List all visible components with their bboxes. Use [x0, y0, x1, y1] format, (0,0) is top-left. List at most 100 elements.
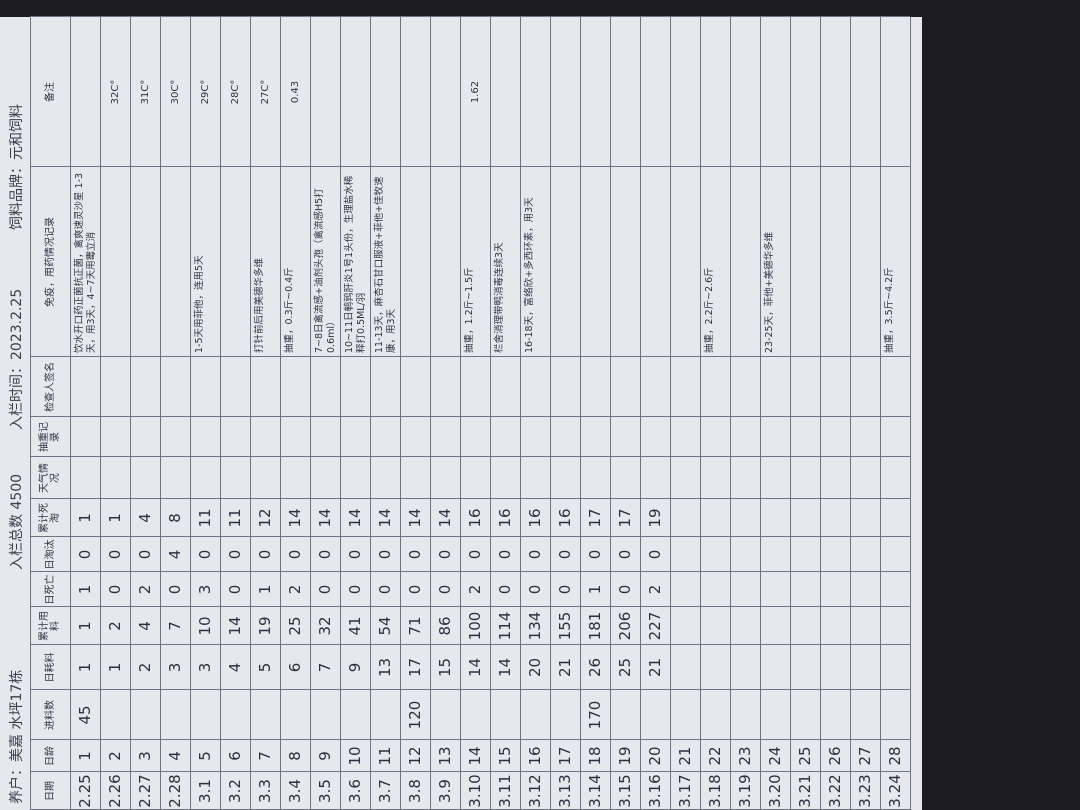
deaths-cell: 0 [526, 584, 544, 595]
culls-cell: 0 [286, 549, 304, 560]
age-cell: 11 [376, 746, 394, 766]
total-loss-cell: 14 [406, 508, 424, 528]
column-line [30, 456, 910, 457]
age-cell: 20 [646, 746, 664, 766]
age-cell: 6 [226, 751, 244, 761]
row-line [730, 17, 731, 810]
age-cell: 27 [856, 746, 874, 766]
date-cell: 3.16 [646, 774, 664, 808]
column-header: 累计用料 [39, 611, 61, 641]
row-line [310, 17, 311, 810]
total-feed-cell: 1 [76, 621, 94, 631]
column-header: 日耗料 [44, 652, 56, 683]
total-loss-cell: 11 [226, 508, 244, 528]
total-feed-cell: 7 [166, 621, 184, 631]
daily-feed-cell: 26 [586, 657, 604, 678]
age-cell: 1 [76, 751, 94, 761]
age-cell: 2 [106, 751, 124, 761]
total-loss-cell: 14 [436, 508, 454, 528]
age-cell: 17 [556, 746, 574, 766]
age-cell: 25 [796, 746, 814, 766]
daily-feed-cell: 3 [196, 662, 214, 673]
row-line [850, 17, 851, 810]
total-feed-cell: 227 [646, 611, 664, 641]
total-loss-cell: 1 [76, 513, 94, 523]
culls-cell: 0 [526, 549, 544, 560]
age-cell: 12 [406, 746, 424, 766]
age-cell: 13 [436, 746, 454, 766]
row-line [370, 17, 371, 810]
total-feed-cell: 86 [436, 616, 454, 636]
date-cell: 3.23 [856, 774, 874, 808]
feed-brand: 饲料品牌：元和饲料 [9, 104, 25, 230]
remark-cell: 29C° [199, 79, 211, 105]
total-feed-cell: 14 [226, 616, 244, 636]
total-feed-cell: 54 [376, 616, 394, 636]
column-header: 日死亡 [44, 574, 56, 605]
column-header: 备注 [44, 82, 56, 102]
culls-cell: 0 [76, 549, 94, 560]
deaths-cell: 0 [616, 584, 634, 595]
total-feed-cell: 4 [136, 621, 154, 631]
deaths-cell: 0 [166, 584, 184, 595]
note-cell: 23-25天，菲他+美德华多维 [764, 231, 775, 353]
total-loss-cell: 16 [556, 508, 574, 528]
daily-feed-cell: 25 [616, 657, 634, 678]
remark-cell: 30C° [169, 79, 181, 105]
row-line [490, 17, 491, 810]
age-cell: 22 [706, 746, 724, 766]
remark-cell: 28C° [229, 79, 241, 105]
culls-cell: 0 [256, 549, 274, 560]
column-header: 累计死淘 [39, 503, 61, 533]
age-cell: 16 [526, 746, 544, 766]
date-cell: 3.20 [766, 774, 784, 808]
culls-cell: 0 [586, 549, 604, 560]
total-feed-cell: 134 [526, 611, 544, 641]
age-cell: 26 [826, 746, 844, 766]
date-cell: 2.27 [136, 774, 154, 808]
culls-cell: 0 [196, 549, 214, 560]
total-loss-cell: 16 [496, 508, 514, 528]
deaths-cell: 3 [196, 584, 214, 595]
culls-cell: 0 [646, 549, 664, 560]
total-loss-cell: 17 [586, 508, 604, 528]
age-cell: 24 [766, 746, 784, 766]
row-line [670, 17, 671, 810]
age-cell: 23 [736, 746, 754, 766]
date-cell: 3.14 [586, 774, 604, 808]
column-header: 日期 [44, 781, 56, 801]
row-line [820, 17, 821, 810]
start-date: 入栏时间：2023.2.25 [9, 288, 25, 430]
deaths-cell: 0 [106, 584, 124, 595]
daily-feed-cell: 15 [436, 657, 454, 678]
date-cell: 3.11 [496, 774, 514, 808]
feed-in-cell: 170 [586, 700, 604, 730]
daily-feed-cell: 2 [136, 662, 154, 673]
row-line [640, 17, 641, 810]
date-cell: 3.12 [526, 774, 544, 808]
date-cell: 3.5 [316, 779, 334, 803]
farmer: 养户：美嘉 水坪17栋 [9, 669, 25, 804]
date-cell: 3.3 [256, 779, 274, 803]
culls-cell: 0 [226, 549, 244, 560]
age-cell: 5 [196, 751, 214, 761]
total-loss-cell: 16 [526, 508, 544, 528]
deaths-cell: 0 [406, 584, 424, 595]
total-feed-cell: 181 [586, 611, 604, 641]
total-feed-cell: 206 [616, 611, 634, 641]
daily-feed-cell: 4 [226, 662, 244, 673]
column-header: 日淘汰 [44, 539, 56, 570]
total-loss-cell: 14 [346, 508, 364, 528]
daily-feed-cell: 13 [376, 657, 394, 678]
age-cell: 18 [586, 746, 604, 766]
culls-cell: 0 [406, 549, 424, 560]
total-loss-cell: 4 [136, 513, 154, 523]
column-header: 日龄 [44, 746, 56, 766]
daily-feed-cell: 14 [496, 657, 514, 678]
note-cell: 1-5天用菲他，连用5天 [194, 255, 205, 353]
age-cell: 7 [256, 751, 274, 761]
daily-feed-cell: 1 [76, 662, 94, 673]
culls-cell: 0 [556, 549, 574, 560]
column-header: 抽重记录 [39, 422, 61, 452]
